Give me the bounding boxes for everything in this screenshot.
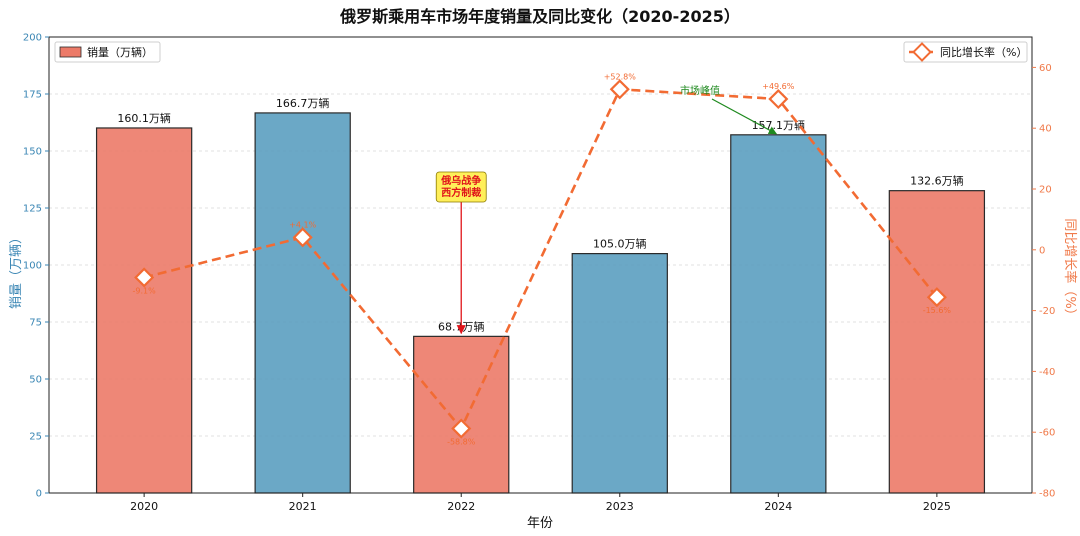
bar-label-2025: 132.6万辆 bbox=[910, 174, 964, 188]
bar-label-2021: 166.7万辆 bbox=[276, 96, 330, 110]
left-axis: 0 25 50 75 100 125 150 175 200 bbox=[23, 33, 49, 500]
left-tick-label: 25 bbox=[29, 432, 42, 443]
legend-line-label: 同比增长率（%） bbox=[940, 45, 1027, 59]
bar-2021 bbox=[254, 112, 351, 494]
bar-2024 bbox=[730, 134, 827, 494]
growth-label-2020: -9.1% bbox=[133, 286, 157, 295]
x-tick-label: 2022 bbox=[447, 500, 475, 513]
legend-bar: 销量（万辆） bbox=[54, 41, 161, 63]
growth-point-2021 bbox=[292, 227, 313, 248]
growth-label-2021: +4.1% bbox=[289, 220, 316, 229]
left-tick-label: 0 bbox=[36, 489, 42, 500]
bar-2022 bbox=[413, 335, 510, 494]
left-tick-label: 125 bbox=[23, 204, 42, 215]
growth-point-2024 bbox=[768, 88, 789, 110]
x-tick-label: 2023 bbox=[606, 500, 634, 513]
annotation-war-box bbox=[435, 171, 487, 203]
legend-line: 同比增长率（%） bbox=[903, 41, 1028, 63]
x-tick-label: 2020 bbox=[130, 500, 158, 513]
left-tick-label: 200 bbox=[23, 33, 42, 44]
left-tick-label: 175 bbox=[23, 90, 42, 101]
growth-value-labels: -9.1% +4.1% -58.8% +52.8% +49.6% -15.6% bbox=[133, 72, 952, 446]
bar-value-labels: 160.1万辆166.7万辆68.7万辆105.0万辆157.1万辆132.6万… bbox=[117, 96, 963, 333]
growth-point-2025 bbox=[926, 287, 947, 308]
chart-title: 俄罗斯乘用车市场年度销量及同比变化（2020-2025） bbox=[339, 7, 740, 26]
legend-line-marker bbox=[912, 42, 932, 62]
right-tick-label: 0 bbox=[1039, 245, 1045, 256]
x-tick-label: 2025 bbox=[923, 500, 951, 513]
right-tick-label: -60 bbox=[1039, 428, 1055, 439]
left-tick-label: 75 bbox=[29, 318, 42, 329]
bar-2023 bbox=[571, 253, 668, 494]
left-tick-label: 50 bbox=[29, 375, 42, 386]
annotation-peak-text: 市场峰值 bbox=[680, 84, 720, 97]
y-axis-label-left: 销量（万辆） bbox=[9, 231, 24, 309]
bar-label-2020: 160.1万辆 bbox=[117, 111, 171, 125]
growth-label-2025: -15.6% bbox=[923, 306, 952, 315]
growth-point-2023 bbox=[609, 79, 630, 100]
growth-point-2020 bbox=[134, 267, 155, 288]
left-tick-label: 150 bbox=[23, 147, 42, 158]
bar-2020 bbox=[95, 127, 193, 494]
x-tick-label: 2024 bbox=[764, 500, 792, 513]
growth-point-2022 bbox=[451, 418, 472, 439]
growth-line bbox=[143, 87, 938, 430]
right-tick-label: -40 bbox=[1039, 367, 1055, 378]
y-axis-label-right: 同比增长率（%） bbox=[1062, 218, 1078, 321]
bar-2025 bbox=[888, 190, 986, 494]
right-tick-label: 20 bbox=[1039, 185, 1052, 196]
annotation-war-text: 西方制裁 bbox=[441, 186, 481, 199]
annotation-war-text: 俄乌战争 bbox=[440, 174, 481, 187]
right-tick-label: 40 bbox=[1039, 124, 1052, 135]
bar-series bbox=[95, 112, 986, 494]
x-axis-label: 年份 bbox=[527, 516, 553, 531]
gridlines bbox=[49, 93, 1032, 437]
legend-bar-swatch bbox=[59, 46, 82, 58]
legend-bar-label: 销量（万辆） bbox=[87, 45, 153, 59]
growth-label-2023: +52.8% bbox=[604, 72, 637, 81]
left-tick-label: 100 bbox=[23, 261, 42, 272]
right-tick-label: -20 bbox=[1039, 306, 1055, 317]
annotation-peak-arrow bbox=[711, 98, 778, 135]
growth-label-2024: +49.6% bbox=[762, 82, 795, 91]
right-tick-label: -80 bbox=[1039, 489, 1055, 500]
x-tick-label: 2021 bbox=[289, 500, 317, 513]
growth-line-series bbox=[134, 79, 947, 439]
bar-label-2023: 105.0万辆 bbox=[593, 237, 647, 251]
right-axis: -80 -60 -40 -20 0 20 40 60 bbox=[1032, 63, 1055, 500]
x-axis: 2020 2021 2022 2023 2024 2025 bbox=[130, 493, 951, 513]
right-tick-label: 60 bbox=[1039, 63, 1052, 74]
growth-label-2022: -58.8% bbox=[447, 438, 476, 447]
